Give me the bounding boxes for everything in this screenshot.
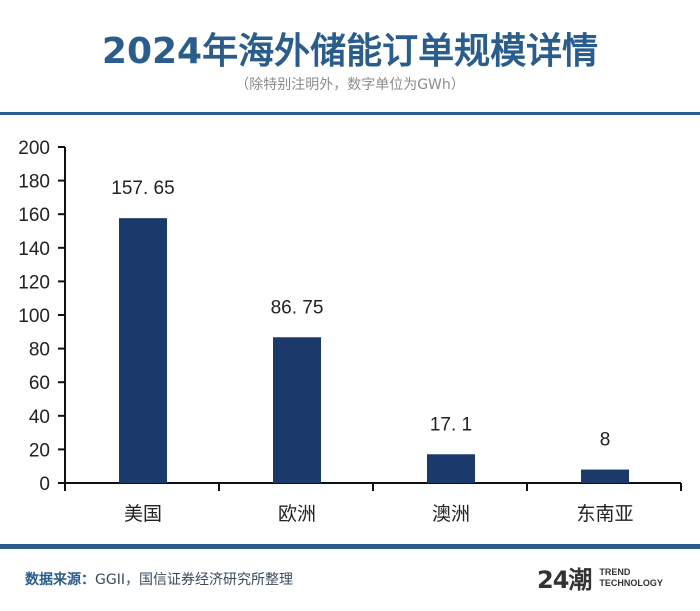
bar-美国 (119, 218, 167, 483)
top-divider (0, 112, 700, 115)
logo-mark: 24潮 (537, 566, 592, 594)
logo-line-1: TREND (599, 566, 631, 577)
source-text: GGII，国信证券经济研究所整理 (95, 572, 293, 588)
bar-澳洲 (427, 454, 475, 483)
bars (119, 218, 629, 483)
category-labels: 美国 欧洲 澳洲 东南亚 (124, 503, 634, 525)
y-tick-label: 60 (29, 373, 50, 394)
logo-text: TREND TECHNOLOGY (599, 567, 663, 589)
bar-chart: 0 20 40 60 80 100 120 140 160 180 200 157. 65 86. 7… (18, 138, 682, 525)
chart-subtitle: （除特别注明外，数字单位为GWh） (235, 77, 465, 93)
y-tick-label: 200 (18, 138, 50, 159)
y-tick-label: 120 (18, 272, 50, 293)
y-tick-label: 180 (18, 172, 50, 193)
category-label: 美国 (124, 503, 162, 525)
bar-东南亚 (581, 469, 629, 483)
chart-title: 2024年海外储能订单规模详情 (101, 31, 599, 72)
source-note: 数据来源：GGII，国信证券经济研究所整理 (25, 569, 293, 589)
data-label: 157. 65 (111, 178, 174, 199)
y-tick-label: 20 (29, 440, 50, 461)
category-label: 欧洲 (278, 503, 316, 525)
category-label: 澳洲 (432, 503, 470, 525)
bottom-divider (0, 544, 700, 549)
data-label: 17. 1 (430, 414, 472, 435)
y-tick-label: 140 (18, 239, 50, 260)
logo-line-2: TECHNOLOGY (599, 577, 663, 588)
y-tick-label: 80 (29, 340, 50, 361)
y-tick-label: 40 (29, 407, 50, 428)
y-axis: 0 20 40 60 80 100 120 140 160 180 200 (18, 138, 66, 495)
x-axis (64, 482, 682, 491)
brand-logo: 24潮 TREND TECHNOLOGY (537, 560, 663, 595)
y-tick-label: 160 (18, 205, 50, 226)
data-label: 8 (600, 430, 611, 451)
y-tick-label: 100 (18, 306, 50, 327)
y-tick-label: 0 (39, 474, 50, 495)
data-label: 86. 75 (271, 297, 324, 318)
data-labels: 157. 65 86. 75 17. 1 8 (111, 178, 610, 450)
bar-欧洲 (273, 337, 321, 483)
source-label: 数据来源： (25, 572, 95, 588)
category-label: 东南亚 (576, 503, 633, 525)
